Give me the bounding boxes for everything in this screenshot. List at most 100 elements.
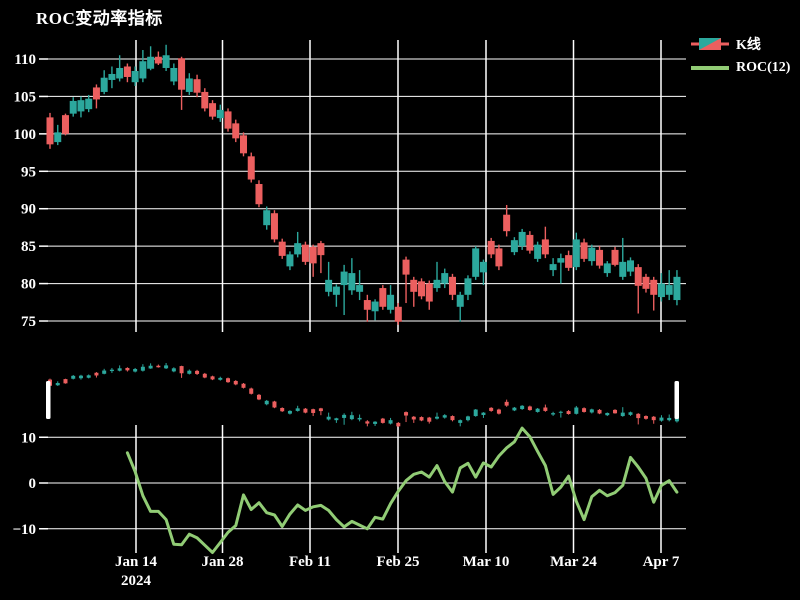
nav-candle-body (489, 407, 494, 411)
x-tick-label: Apr 7 (643, 554, 680, 570)
nav-candle-body (651, 416, 656, 421)
nav-candle-body (226, 378, 231, 383)
nav-candle-body (280, 408, 285, 412)
candle-body (673, 276, 681, 301)
candlestick-series (46, 44, 681, 325)
nav-candle-body (71, 375, 76, 379)
x-tick-label: Feb 25 (377, 554, 420, 570)
nav-candle-body (667, 417, 672, 421)
candle-body (108, 73, 116, 80)
candle-body (541, 239, 549, 255)
nav-candle-body (628, 412, 633, 415)
nav-candle-body (63, 379, 68, 384)
candle-body (588, 247, 596, 262)
candle-body (619, 261, 627, 277)
range-slider[interactable] (46, 363, 679, 427)
nav-candle-body (597, 409, 602, 414)
candle-body (363, 300, 371, 310)
legend-label-roc: ROC(12) (736, 60, 791, 75)
candle-body (301, 244, 309, 262)
nav-candle-body (558, 411, 563, 413)
candle-body (201, 91, 209, 109)
candle-body (232, 123, 240, 139)
nav-candle-body (117, 368, 122, 371)
candle-body (433, 279, 441, 289)
legend-label-kline: K线 (736, 38, 761, 53)
nav-candle-body (133, 368, 138, 372)
candle-body (348, 273, 356, 291)
nav-candle-body (473, 409, 478, 417)
candle-body (294, 243, 302, 255)
nav-candle-body (102, 370, 107, 374)
nav-candle-body (272, 401, 277, 408)
nav-candle-body (78, 375, 83, 379)
y-tick-label-roc: 0 (29, 476, 37, 492)
candle-body (665, 285, 673, 295)
nav-candle-body (164, 365, 169, 369)
candle-body (487, 240, 495, 255)
y-tick-label-roc: −10 (12, 522, 36, 538)
nav-candle-body (349, 415, 354, 420)
nav-candle-body (318, 408, 323, 412)
legend-item-roc[interactable]: ROC(12) (690, 60, 790, 76)
nav-candle-body (303, 408, 308, 413)
nav-candle-body (125, 367, 130, 371)
candle-body (162, 55, 170, 68)
nav-candle-body (404, 412, 409, 416)
nav-candle-body (535, 408, 540, 412)
nav-candle-body (86, 375, 91, 378)
nav-candle-body (373, 421, 378, 424)
range-slider-left-handle[interactable] (46, 381, 51, 419)
candle-body (85, 98, 93, 110)
candle-body (565, 255, 573, 268)
nav-candle-body (435, 416, 439, 419)
candle-body (193, 79, 201, 93)
candle-body (603, 263, 611, 274)
candle-body (634, 267, 642, 286)
candle-body (332, 286, 340, 295)
nav-candle-body (543, 407, 548, 411)
nav-candle-body (605, 412, 610, 416)
legend-item-kline[interactable]: K线 (690, 34, 790, 54)
candle-body (503, 214, 511, 232)
range-slider-right-handle[interactable] (674, 381, 680, 419)
nav-candle-body (287, 410, 292, 414)
candle-body (657, 283, 665, 298)
nav-candle-body (659, 417, 664, 421)
nav-candle-body (520, 405, 525, 410)
nav-candle-body (156, 365, 161, 368)
nav-candle-body (496, 409, 501, 414)
candle-body (247, 156, 255, 180)
y-tick-label-main: 95 (21, 164, 36, 180)
nav-candle-body (140, 366, 145, 371)
nav-candle-body (380, 418, 385, 423)
nav-candle-body (427, 417, 432, 422)
nav-candle-body (512, 407, 517, 411)
candle-body (580, 242, 588, 259)
candle-body (309, 246, 317, 264)
candle-body (549, 264, 557, 271)
candle-body (46, 117, 54, 145)
candle-body (572, 239, 580, 268)
nav-candle-body (458, 420, 463, 423)
candle-body (147, 56, 155, 69)
nav-candle-body (396, 422, 401, 427)
nav-candle-body (295, 408, 300, 411)
nav-candle-body (210, 376, 215, 380)
y-tick-label-main: 105 (14, 89, 37, 105)
candle-body (61, 115, 69, 134)
candle-body (255, 184, 263, 205)
roc-line (125, 426, 679, 554)
nav-candle-body (311, 409, 316, 413)
nav-candle-body (187, 370, 192, 374)
nav-candle-body (465, 416, 470, 421)
nav-candle-body (643, 416, 648, 419)
nav-candle-body (527, 406, 532, 411)
candle-body (495, 248, 503, 267)
candle-body (425, 283, 433, 302)
candle-body (123, 66, 131, 77)
candle-body (131, 70, 139, 83)
candle-body (448, 276, 456, 295)
x-tick-label: Mar 10 (463, 554, 510, 570)
nav-candle-body (574, 407, 579, 414)
